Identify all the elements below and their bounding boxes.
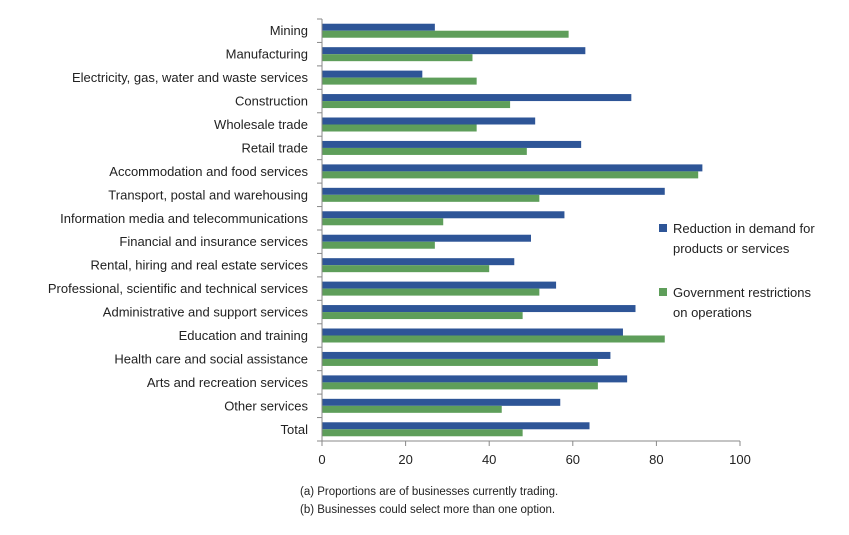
bar-demand-4 xyxy=(322,117,536,125)
bar-demand-8 xyxy=(322,211,565,219)
bar-restrictions-7 xyxy=(322,194,540,202)
bar-restrictions-5 xyxy=(322,147,527,155)
bar-demand-5 xyxy=(322,140,582,148)
legend: Reduction in demand for products or servi… xyxy=(659,221,815,320)
bar-restrictions-6 xyxy=(322,171,699,179)
bar-restrictions-1 xyxy=(322,54,473,62)
bar-demand-13 xyxy=(322,328,623,336)
category-label: Information media and telecommunications xyxy=(60,211,308,226)
category-label: Total xyxy=(281,422,309,437)
x-tick-label: 80 xyxy=(649,452,663,467)
bar-demand-10 xyxy=(322,258,515,266)
category-label: Financial and insurance services xyxy=(119,234,308,249)
category-label: Transport, postal and warehousing xyxy=(108,187,308,202)
x-tick-label: 100 xyxy=(729,452,751,467)
legend-label-restrictions: Government restrictions on operations xyxy=(673,285,811,320)
bar-demand-3 xyxy=(322,94,632,102)
axes xyxy=(321,19,740,442)
bar-demand-7 xyxy=(322,187,665,195)
category-label: Rental, hiring and real estate services xyxy=(90,258,308,273)
category-labels: Mining Manufacturing Electricity, gas, wat… xyxy=(48,18,322,442)
bar-restrictions-9 xyxy=(322,241,435,249)
legend-label-demand: Reduction in demand for products or servi… xyxy=(673,221,815,256)
category-label: Manufacturing xyxy=(226,47,308,62)
category-label: Construction xyxy=(235,94,308,109)
bar-restrictions-12 xyxy=(322,312,523,320)
category-label: Education and training xyxy=(179,328,308,343)
bar-demand-2 xyxy=(322,70,423,78)
bar-restrictions-8 xyxy=(322,218,444,226)
bar-demand-0 xyxy=(322,23,435,31)
x-tick-label: 60 xyxy=(566,452,580,467)
bar-restrictions-16 xyxy=(322,405,502,413)
bar-demand-6 xyxy=(322,164,703,172)
x-tick-label: 0 xyxy=(318,452,325,467)
bar-restrictions-15 xyxy=(322,382,598,390)
bar-restrictions-4 xyxy=(322,124,477,132)
bar-restrictions-17 xyxy=(322,429,523,437)
x-tick-label: 40 xyxy=(482,452,496,467)
category-label: Professional, scientific and technical s… xyxy=(48,281,309,296)
category-label: Mining xyxy=(270,23,308,38)
category-label: Arts and recreation services xyxy=(147,375,309,390)
x-ticks: 0 20 40 60 80 100 xyxy=(318,441,751,467)
bar-demand-15 xyxy=(322,375,628,383)
footnote-b: (b) Businesses could select more than on… xyxy=(300,504,555,516)
bar-demand-14 xyxy=(322,351,611,359)
footnotes: (a) Proportions are of businesses curren… xyxy=(300,486,558,516)
category-label: Electricity, gas, water and waste servic… xyxy=(72,70,309,85)
category-label: Accommodation and food services xyxy=(109,164,308,179)
bars-group xyxy=(322,23,703,437)
bar-restrictions-13 xyxy=(322,335,665,343)
x-tick-label: 20 xyxy=(398,452,412,467)
legend-swatch-restrictions xyxy=(659,288,667,296)
bar-restrictions-14 xyxy=(322,358,598,366)
bar-demand-12 xyxy=(322,305,636,313)
bar-demand-17 xyxy=(322,422,590,430)
footnote-a: (a) Proportions are of businesses curren… xyxy=(300,486,558,498)
bar-demand-9 xyxy=(322,234,531,242)
category-label: Retail trade xyxy=(242,140,308,155)
category-label: Wholesale trade xyxy=(214,117,308,132)
bar-restrictions-2 xyxy=(322,77,477,85)
bar-restrictions-11 xyxy=(322,288,540,296)
bar-demand-11 xyxy=(322,281,557,289)
bar-restrictions-3 xyxy=(322,101,511,109)
bar-demand-1 xyxy=(322,47,586,55)
bar-restrictions-0 xyxy=(322,30,569,38)
category-label: Health care and social assistance xyxy=(114,351,308,366)
category-label: Administrative and support services xyxy=(103,305,309,320)
category-label: Other services xyxy=(224,398,308,413)
bar-demand-16 xyxy=(322,398,561,406)
legend-swatch-demand xyxy=(659,224,667,232)
bar-restrictions-10 xyxy=(322,265,490,273)
